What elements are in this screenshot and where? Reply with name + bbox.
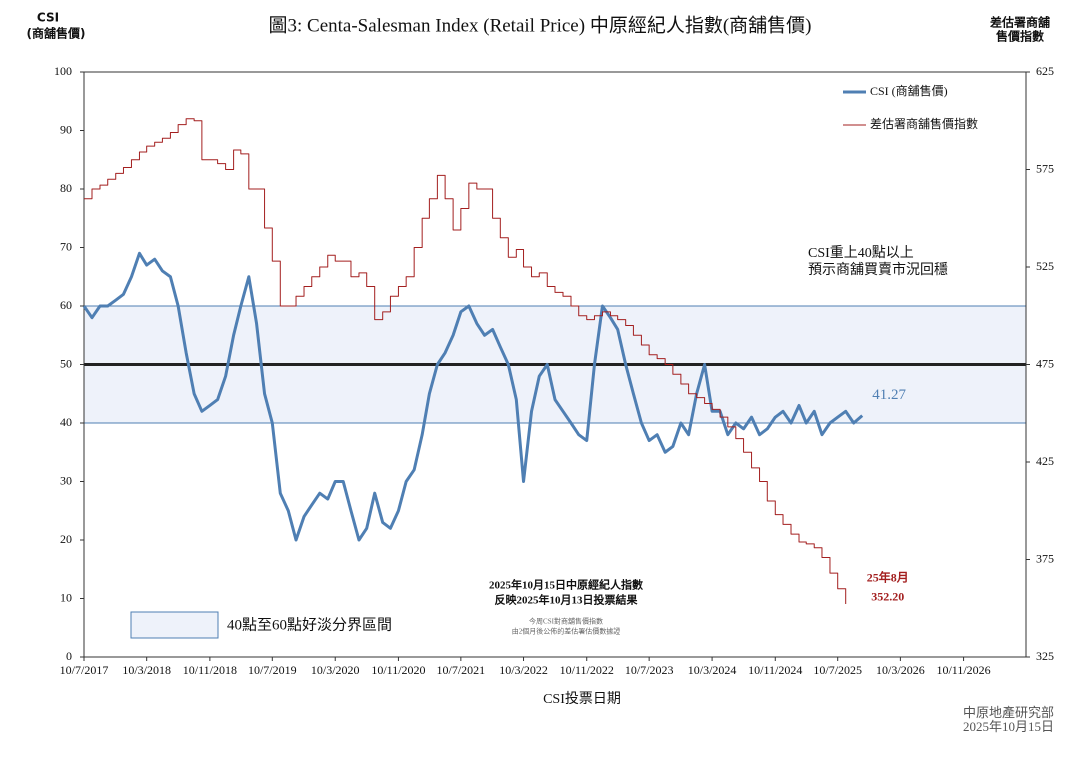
annotation: 今周CSI對商舖售價指數 [529,617,603,626]
x-tick-label: 10/7/2017 [60,663,109,677]
y-axis-label: CSI [37,11,59,25]
x-tick-label: 10/7/2023 [625,663,674,677]
y2-tick-label: 575 [1036,161,1054,175]
series-line [82,251,864,542]
y2-tick-label: 375 [1036,551,1054,565]
annotation: 由2個月後公佈的差估署估價數據證 [512,627,621,636]
y-axis-label: (商舖售價) [27,26,86,41]
source: 中原地產研究部 [963,705,1054,720]
x-axis-label: CSI投票日期 [543,691,621,707]
source: 2025年10月15日 [963,719,1054,734]
annotation: CSI重上40點以上 [808,245,914,261]
x-tick-label: 10/7/2025 [813,663,862,677]
y2-tick-label: 525 [1036,259,1054,273]
y-tick-label: 80 [60,181,72,195]
y-tick-label: 50 [60,356,72,370]
x-tick-label: 10/11/2024 [748,663,802,677]
y-tick-label: 100 [54,64,72,78]
annotation: 25年8月 [867,570,909,585]
y-tick-label: 40 [60,415,72,429]
x-tick-label: 10/11/2018 [183,663,237,677]
y2-tick-label: 475 [1036,356,1054,370]
annotation: 預示商舖買賣市況回穩 [808,261,948,278]
y-tick-label: 60 [60,298,72,312]
x-tick-label: 10/7/2019 [248,663,297,677]
y-tick-label: 30 [60,473,72,487]
x-tick-label: 10/3/2018 [122,663,171,677]
x-tick-label: 10/3/2024 [688,663,737,677]
y2-tick-label: 625 [1036,64,1054,78]
x-tick-label: 10/3/2022 [499,663,548,677]
x-tick-label: 10/3/2026 [876,663,925,677]
y2-tick-label: 325 [1036,649,1054,663]
chart-title: 圖3: Centa-Salesman Index (Retail Price) … [269,14,812,36]
y2-axis-label: 差估署商舖 [989,15,1050,30]
annotation: 2025年10月15日中原經紀人指數 [489,578,643,592]
y-tick-label: 70 [60,239,72,253]
y-tick-label: 90 [60,122,72,136]
y-tick-label: 10 [60,590,72,604]
legend-label: CSI (商舖售價) [870,83,948,98]
x-tick-label: 10/11/2026 [936,663,990,677]
x-tick-label: 10/11/2020 [371,663,425,677]
y2-tick-label: 425 [1036,454,1054,468]
x-tick-label: 10/3/2020 [311,663,360,677]
legend-label: 差估署商舖售價指數 [870,116,978,131]
series-line [84,118,847,604]
y-tick-label: 0 [66,649,72,663]
band-legend-label: 40點至60點好淡分界區間 [227,616,392,633]
value-label: 352.20 [871,590,904,604]
y2-axis-label: 售價指數 [996,29,1044,44]
band-legend-swatch [130,611,219,639]
x-tick-label: 10/11/2022 [560,663,614,677]
annotation: 反映2025年10月13日投票結果 [495,593,638,607]
x-tick-label: 10/7/2021 [437,663,486,677]
value-label: 41.27 [872,387,906,403]
y-tick-label: 20 [60,532,72,546]
